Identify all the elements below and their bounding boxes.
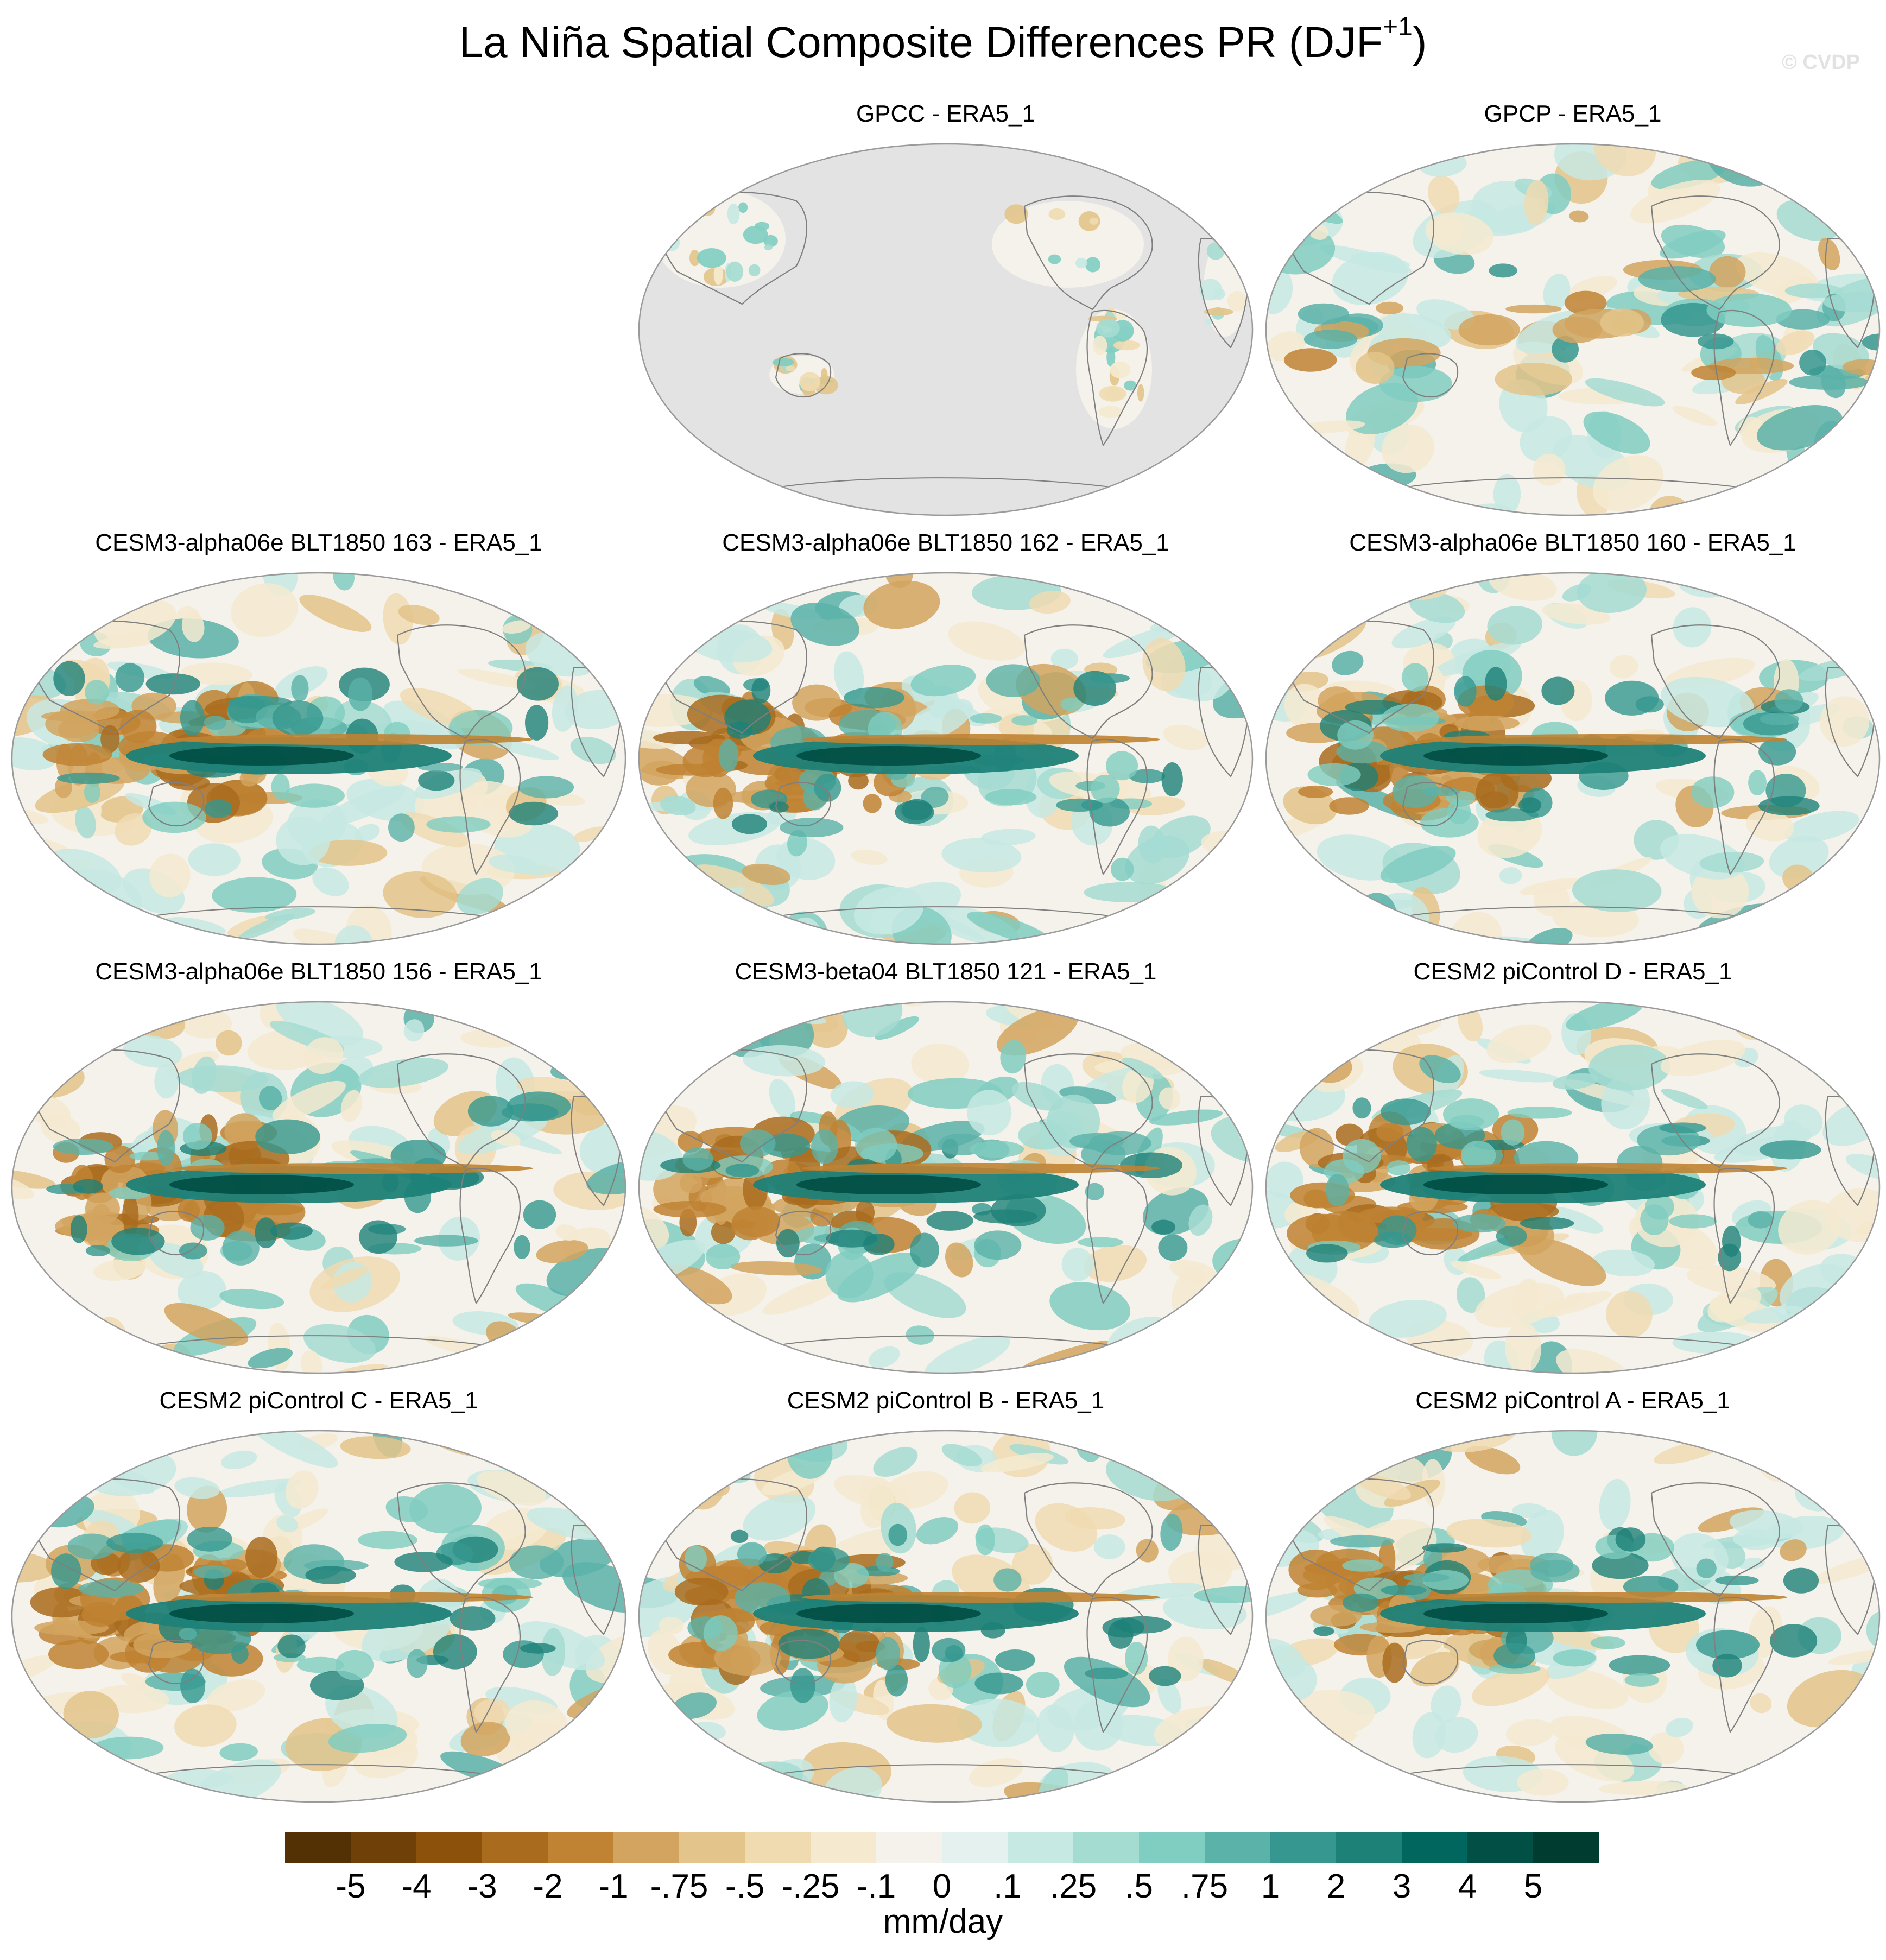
projected-world-map <box>638 572 1254 945</box>
projected-world-map <box>1265 1001 1881 1374</box>
cvdp-watermark: © CVDP <box>1781 51 1860 74</box>
colorbar-tick-label: 5 <box>1523 1868 1543 1905</box>
colorbar-tick-label: -4 <box>401 1868 432 1905</box>
colorbar <box>285 1832 1599 1863</box>
panel-title: CESM2 piControl B - ERA5_1 <box>787 1387 1105 1414</box>
map-panel: GPCP - ERA5_1 <box>1261 98 1885 521</box>
figure-title: La Niña Spatial Composite Differences PR… <box>0 12 1886 69</box>
projected-world-map <box>11 1430 626 1803</box>
colorbar-swatch <box>942 1832 1008 1863</box>
colorbar-swatch <box>1402 1832 1468 1863</box>
colorbar-tick-label: -2 <box>533 1868 563 1905</box>
figure-title-close: ) <box>1412 18 1427 66</box>
projected-world-map <box>638 143 1254 516</box>
colorbar-swatch <box>1205 1832 1271 1863</box>
colorbar-tick-label: -1 <box>598 1868 629 1905</box>
colorbar-swatch <box>1336 1832 1402 1863</box>
colorbar-swatch <box>1073 1832 1140 1863</box>
colorbar-swatch <box>548 1832 614 1863</box>
map-panel: CESM3-alpha06e BLT1850 162 - ERA5_1 <box>634 527 1258 950</box>
colorbar-tick-label: -5 <box>336 1868 366 1905</box>
colorbar-tick-label: 1 <box>1261 1868 1280 1905</box>
colorbar-swatch <box>679 1832 745 1863</box>
map-panel: CESM3-alpha06e BLT1850 156 - ERA5_1 <box>7 956 631 1379</box>
map-panel: CESM2 piControl C - ERA5_1 <box>7 1384 631 1808</box>
figure-title-superscript: +1 <box>1383 12 1413 42</box>
figure-title-text: La Niña Spatial Composite Differences PR… <box>459 18 1383 66</box>
colorbar-swatch <box>876 1832 942 1863</box>
colorbar-tick-label: -.25 <box>781 1868 840 1905</box>
panel-title: CESM3-beta04 BLT1850 121 - ERA5_1 <box>735 958 1157 985</box>
colorbar-swatch <box>1467 1832 1534 1863</box>
map-panel: CESM3-alpha06e BLT1850 163 - ERA5_1 <box>7 527 631 950</box>
panel-title: CESM3-alpha06e BLT1850 162 - ERA5_1 <box>722 529 1169 556</box>
colorbar-tick-label: 2 <box>1326 1868 1346 1905</box>
map-panel: GPCC - ERA5_1 <box>634 98 1258 521</box>
map-panel: CESM2 piControl D - ERA5_1 <box>1261 956 1885 1379</box>
panel-title: CESM2 piControl D - ERA5_1 <box>1413 958 1732 985</box>
panel-title: CESM3-alpha06e BLT1850 156 - ERA5_1 <box>95 958 542 985</box>
map-panel: CESM2 piControl A - ERA5_1 <box>1261 1384 1885 1808</box>
colorbar-swatch <box>416 1832 483 1863</box>
panel-title: CESM3-alpha06e BLT1850 163 - ERA5_1 <box>95 529 542 556</box>
projected-world-map <box>1265 1430 1881 1803</box>
projected-world-map <box>638 1001 1254 1374</box>
colorbar-units: mm/day <box>883 1903 1003 1940</box>
projected-world-map <box>1265 572 1881 945</box>
projected-world-map <box>11 1001 626 1374</box>
colorbar-tick-label: -3 <box>467 1868 497 1905</box>
colorbar-tick-label: .75 <box>1181 1868 1229 1905</box>
colorbar-tick-label: 4 <box>1458 1868 1477 1905</box>
projected-world-map <box>1265 143 1881 516</box>
map-panel: CESM3-beta04 BLT1850 121 - ERA5_1 <box>634 956 1258 1379</box>
colorbar-swatch <box>745 1832 811 1863</box>
colorbar-swatch <box>1533 1832 1599 1863</box>
panel-title: CESM2 piControl C - ERA5_1 <box>159 1387 478 1414</box>
colorbar-swatch <box>1008 1832 1074 1863</box>
map-panel: CESM3-alpha06e BLT1850 160 - ERA5_1 <box>1261 527 1885 950</box>
panel-title: GPCP - ERA5_1 <box>1484 100 1662 127</box>
colorbar-swatch <box>1270 1832 1337 1863</box>
colorbar-swatches <box>285 1832 1599 1863</box>
colorbar-tick-label: .5 <box>1125 1868 1153 1905</box>
colorbar-tick-label: -.75 <box>650 1868 708 1905</box>
panel-title: GPCC - ERA5_1 <box>856 100 1036 127</box>
colorbar-swatch <box>351 1832 417 1863</box>
colorbar-tick-label: 3 <box>1392 1868 1412 1905</box>
colorbar-tick-label: .1 <box>993 1868 1022 1905</box>
colorbar-tick-label: -.5 <box>725 1868 765 1905</box>
projected-world-map <box>11 572 626 945</box>
colorbar-tick-label: 0 <box>932 1868 952 1905</box>
colorbar-swatch <box>811 1832 877 1863</box>
panel-title: CESM3-alpha06e BLT1850 160 - ERA5_1 <box>1349 529 1796 556</box>
colorbar-tick-label: .25 <box>1049 1868 1097 1905</box>
colorbar-swatch <box>285 1832 351 1863</box>
projected-world-map <box>638 1430 1254 1803</box>
colorbar-swatch <box>482 1832 548 1863</box>
colorbar-swatch <box>1139 1832 1205 1863</box>
colorbar-tick-label: -.1 <box>856 1868 896 1905</box>
colorbar-swatch <box>613 1832 680 1863</box>
panel-title: CESM2 piControl A - ERA5_1 <box>1415 1387 1730 1414</box>
map-panel: CESM2 piControl B - ERA5_1 <box>634 1384 1258 1808</box>
